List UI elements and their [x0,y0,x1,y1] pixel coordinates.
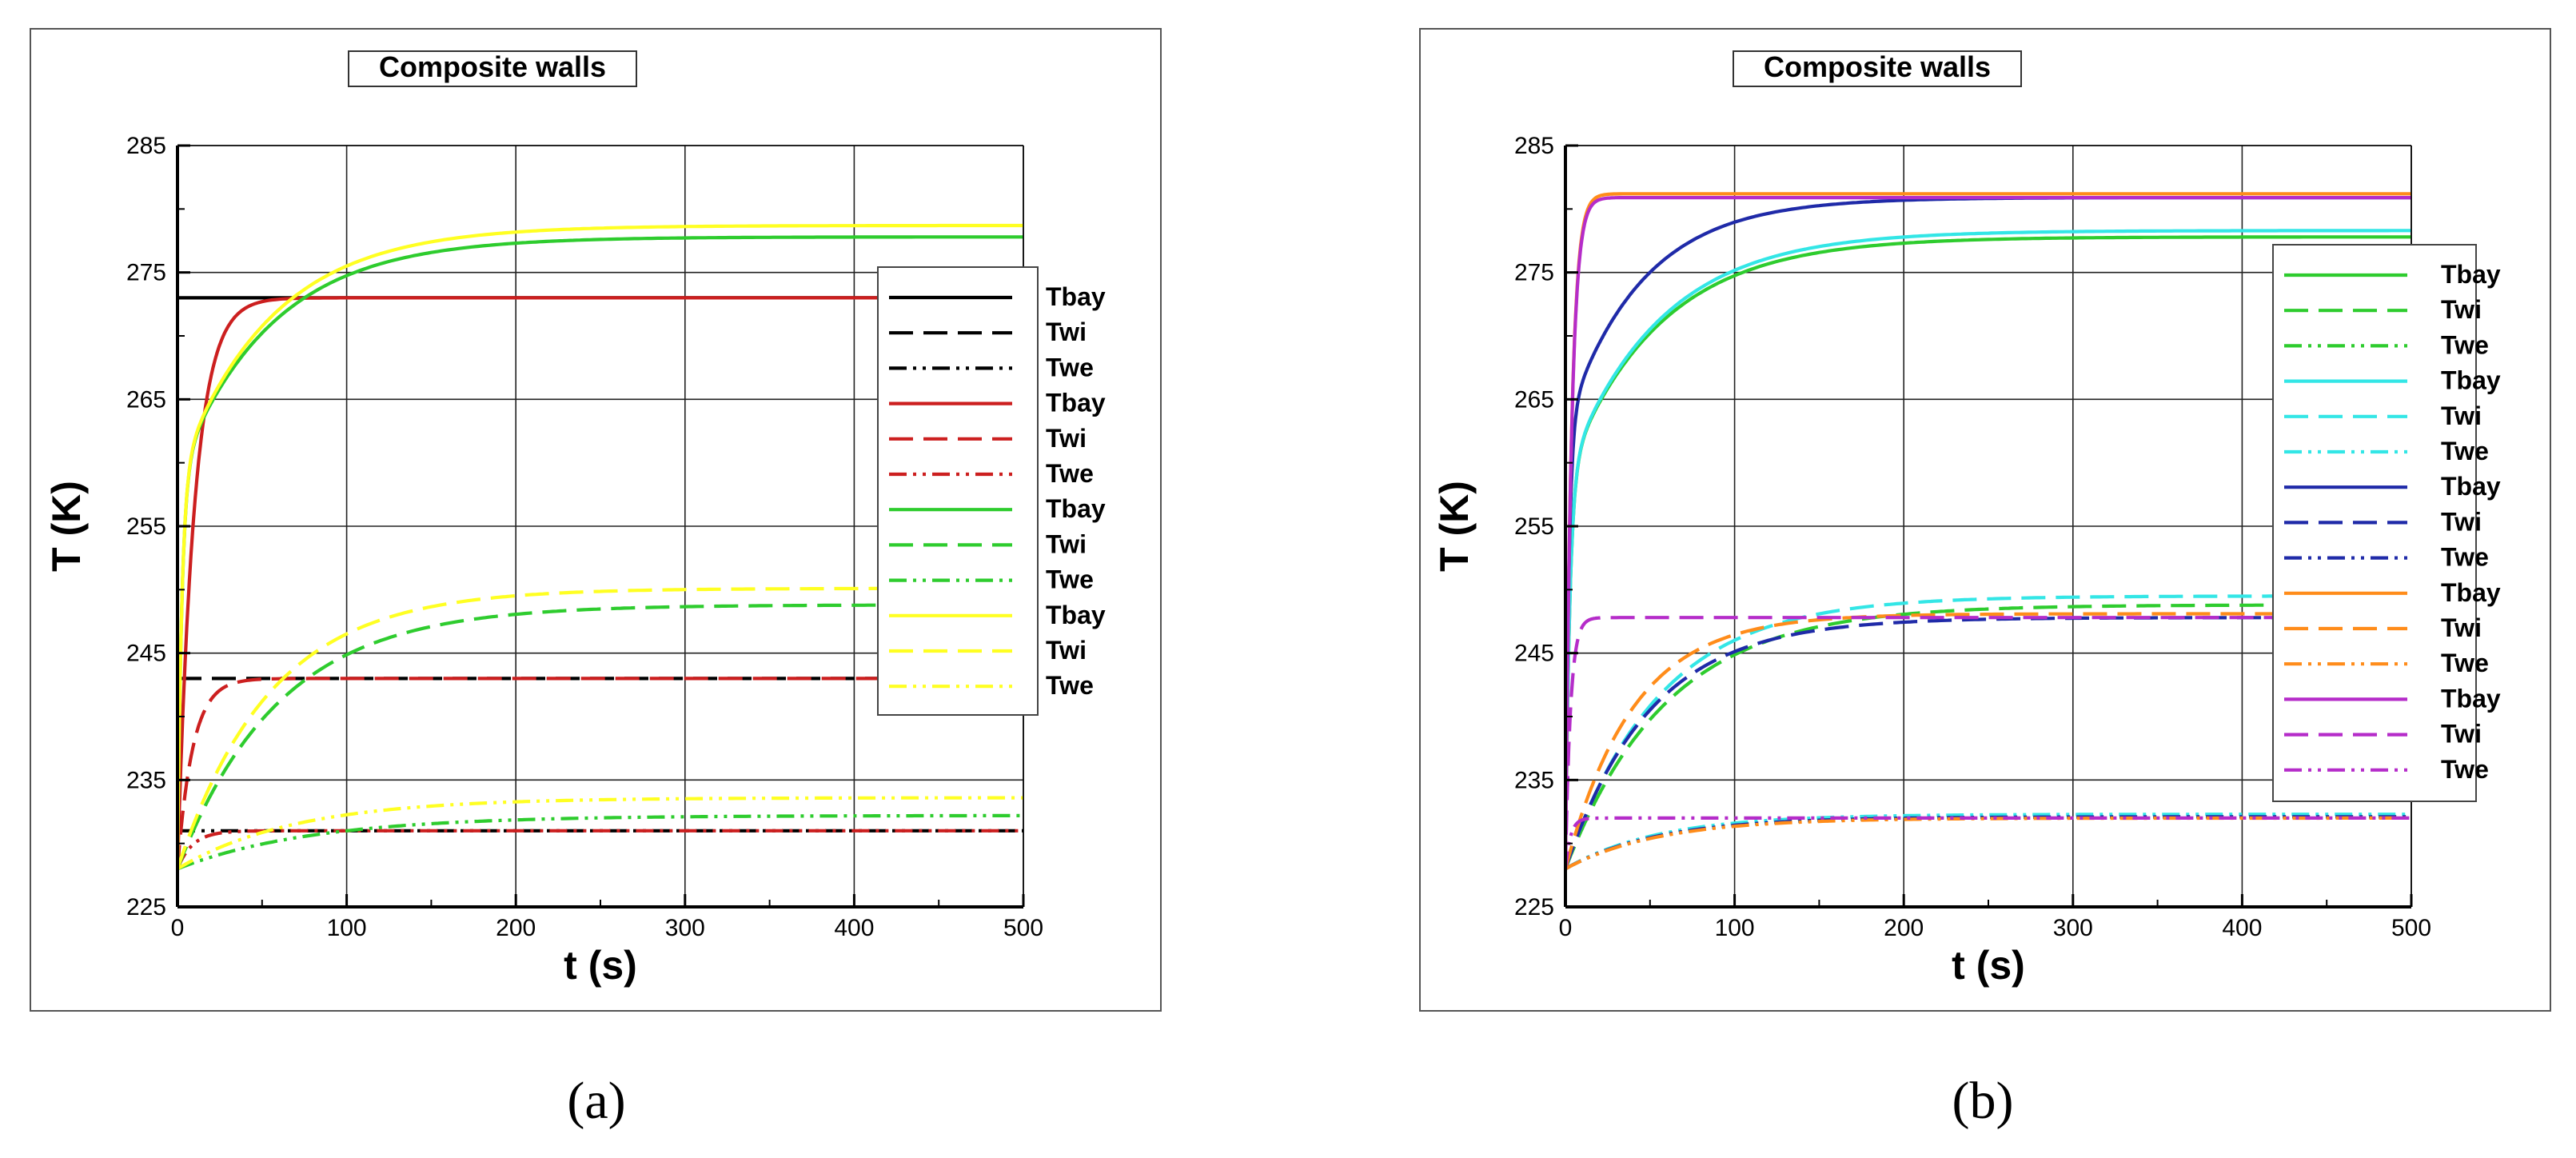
series-line-tbay [1565,196,2411,869]
x-tick-label: 0 [171,915,185,941]
legend: Tbay Twi Twe Tbay Twi Twe Tbay Twi Twe Tbay Twi Twe… [2272,244,2501,802]
series-line-tbay [1565,229,2411,869]
y-tick-label: 275 [1514,260,1554,286]
series-line-twe [1565,816,2411,869]
series-line-twe [177,829,1023,870]
y-tick-label: 265 [126,386,166,413]
y-tick-label: 285 [126,133,166,159]
legend-entry: Twi [2441,613,2482,642]
chart-title: Composite walls [1764,50,1991,83]
x-axis-title: t (s) [1952,943,2025,988]
chart-panel-1: Composite walls 0 100 200 300 400 500 225 235 245… [30,28,1162,1012]
legend-entry: Tbay [2441,366,2501,395]
legend-entry: Twe [2441,543,2489,572]
series-line-twi [177,603,1023,870]
series-line-twi [177,586,1023,870]
y-tick-label: 235 [126,767,166,793]
x-tick-label: 100 [327,915,367,941]
legend-entry: Tbay [2441,260,2501,289]
y-tick-label: 225 [126,894,166,920]
series-line-twi [1565,616,2411,869]
y-tick-label: 255 [1514,513,1554,540]
legend-entry: Twe [1046,459,1094,488]
chart-title-box [1733,50,2022,87]
x-tick-label: 100 [1715,915,1755,941]
y-tick-label: 255 [126,513,166,540]
legend-entry: Twi [2441,295,2482,324]
x-tick-label: 500 [1003,915,1043,941]
y-tick-label: 225 [1514,894,1554,920]
y-tick-label: 235 [1514,767,1554,793]
legend-box [877,266,1039,716]
y-tick-label: 245 [126,641,166,667]
x-tick-label: 300 [665,915,705,941]
legend-entry: Tbay [2441,578,2501,607]
legend-entry: Twe [2441,649,2489,677]
series-line-tbay [177,223,1023,869]
legend: Tbay Twi Twe Tbay Twi Twe Tbay Twi Twe Tbay Twi Twe [877,266,1106,716]
legend-entry: Twi [1046,636,1087,665]
y-tick-label: 245 [1514,641,1554,667]
y-tick-label: 285 [1514,133,1554,159]
y-axis-title: T (K) [1432,481,1477,572]
x-tick-label: 400 [2222,915,2262,941]
legend-entry: Twi [1046,529,1087,558]
legend-entry: Twe [2441,755,2489,784]
legend-entry: Twi [2441,401,2482,430]
figure-caption: (a) [567,1072,625,1130]
series-line-twi [1565,616,2411,870]
y-tick-label: 275 [126,260,166,286]
legend-entry: Tbay [1046,494,1106,523]
x-tick-label: 0 [1559,915,1573,941]
legend-entry: Twe [2441,437,2489,465]
legend-entry: Tbay [2441,472,2501,501]
x-tick-label: 200 [496,915,536,941]
series-line-tbay [177,296,1023,869]
chart-title: Composite walls [379,50,606,83]
legend-entry: Twe [2441,330,2489,359]
series-line-twi [177,677,1023,869]
legend-entry: Tbay [1046,282,1106,311]
series-line-twe [177,796,1023,871]
series-line-twi [1565,612,2411,870]
legend-entry: Twi [1046,317,1087,346]
x-tick-label: 200 [1884,915,1924,941]
x-tick-label: 300 [2053,915,2093,941]
legend-entry: Twi [2441,720,2482,749]
legend-entry: Twe [1046,565,1094,594]
x-tick-label: 400 [834,915,874,941]
legend-entry: Tbay [2441,684,2501,713]
x-tick-label: 500 [2391,915,2431,941]
y-tick-label: 265 [1514,386,1554,413]
figure-caption: (b) [1952,1072,2014,1130]
series-group [1565,192,2411,871]
chart-panel-2: Composite walls 0 100 200 300 400 500 225 235 245… [1419,28,2551,1012]
legend-entry: Twe [1046,353,1094,381]
legend-entry: Twi [2441,507,2482,536]
series-group [177,223,1023,871]
legend-entry: Twe [1046,671,1094,700]
y-axis-title: T (K) [44,481,89,572]
chart-title-box [348,50,637,87]
legend-entry: Tbay [1046,601,1106,629]
x-axis-title: t (s) [564,943,637,988]
legend-entry: Tbay [1046,389,1106,417]
legend-entry: Twi [1046,424,1087,453]
series-line-tbay [1565,192,2411,869]
